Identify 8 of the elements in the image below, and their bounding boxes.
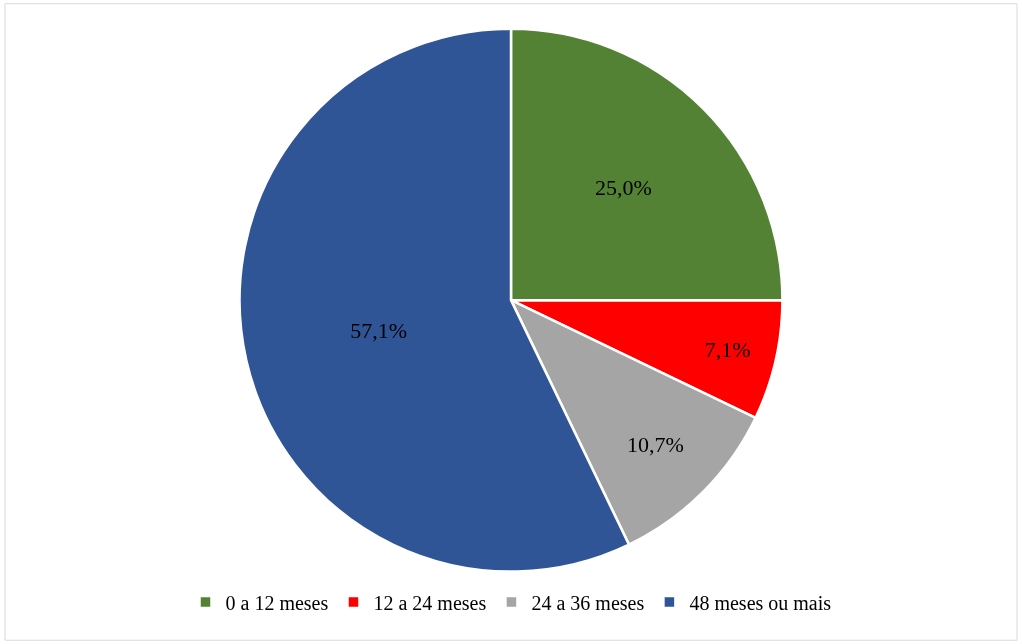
legend-label: 48 meses ou mais [689,591,832,614]
data-label: 7,1% [704,337,751,363]
data-label: 57,1% [350,317,408,343]
data-label: 10,7% [626,431,684,457]
legend-label: 12 a 24 meses [373,591,487,614]
data-label: 25,0% [595,175,652,201]
legend-label: 0 a 12 meses [225,591,329,614]
legend-label: 24 a 36 meses [531,591,645,614]
